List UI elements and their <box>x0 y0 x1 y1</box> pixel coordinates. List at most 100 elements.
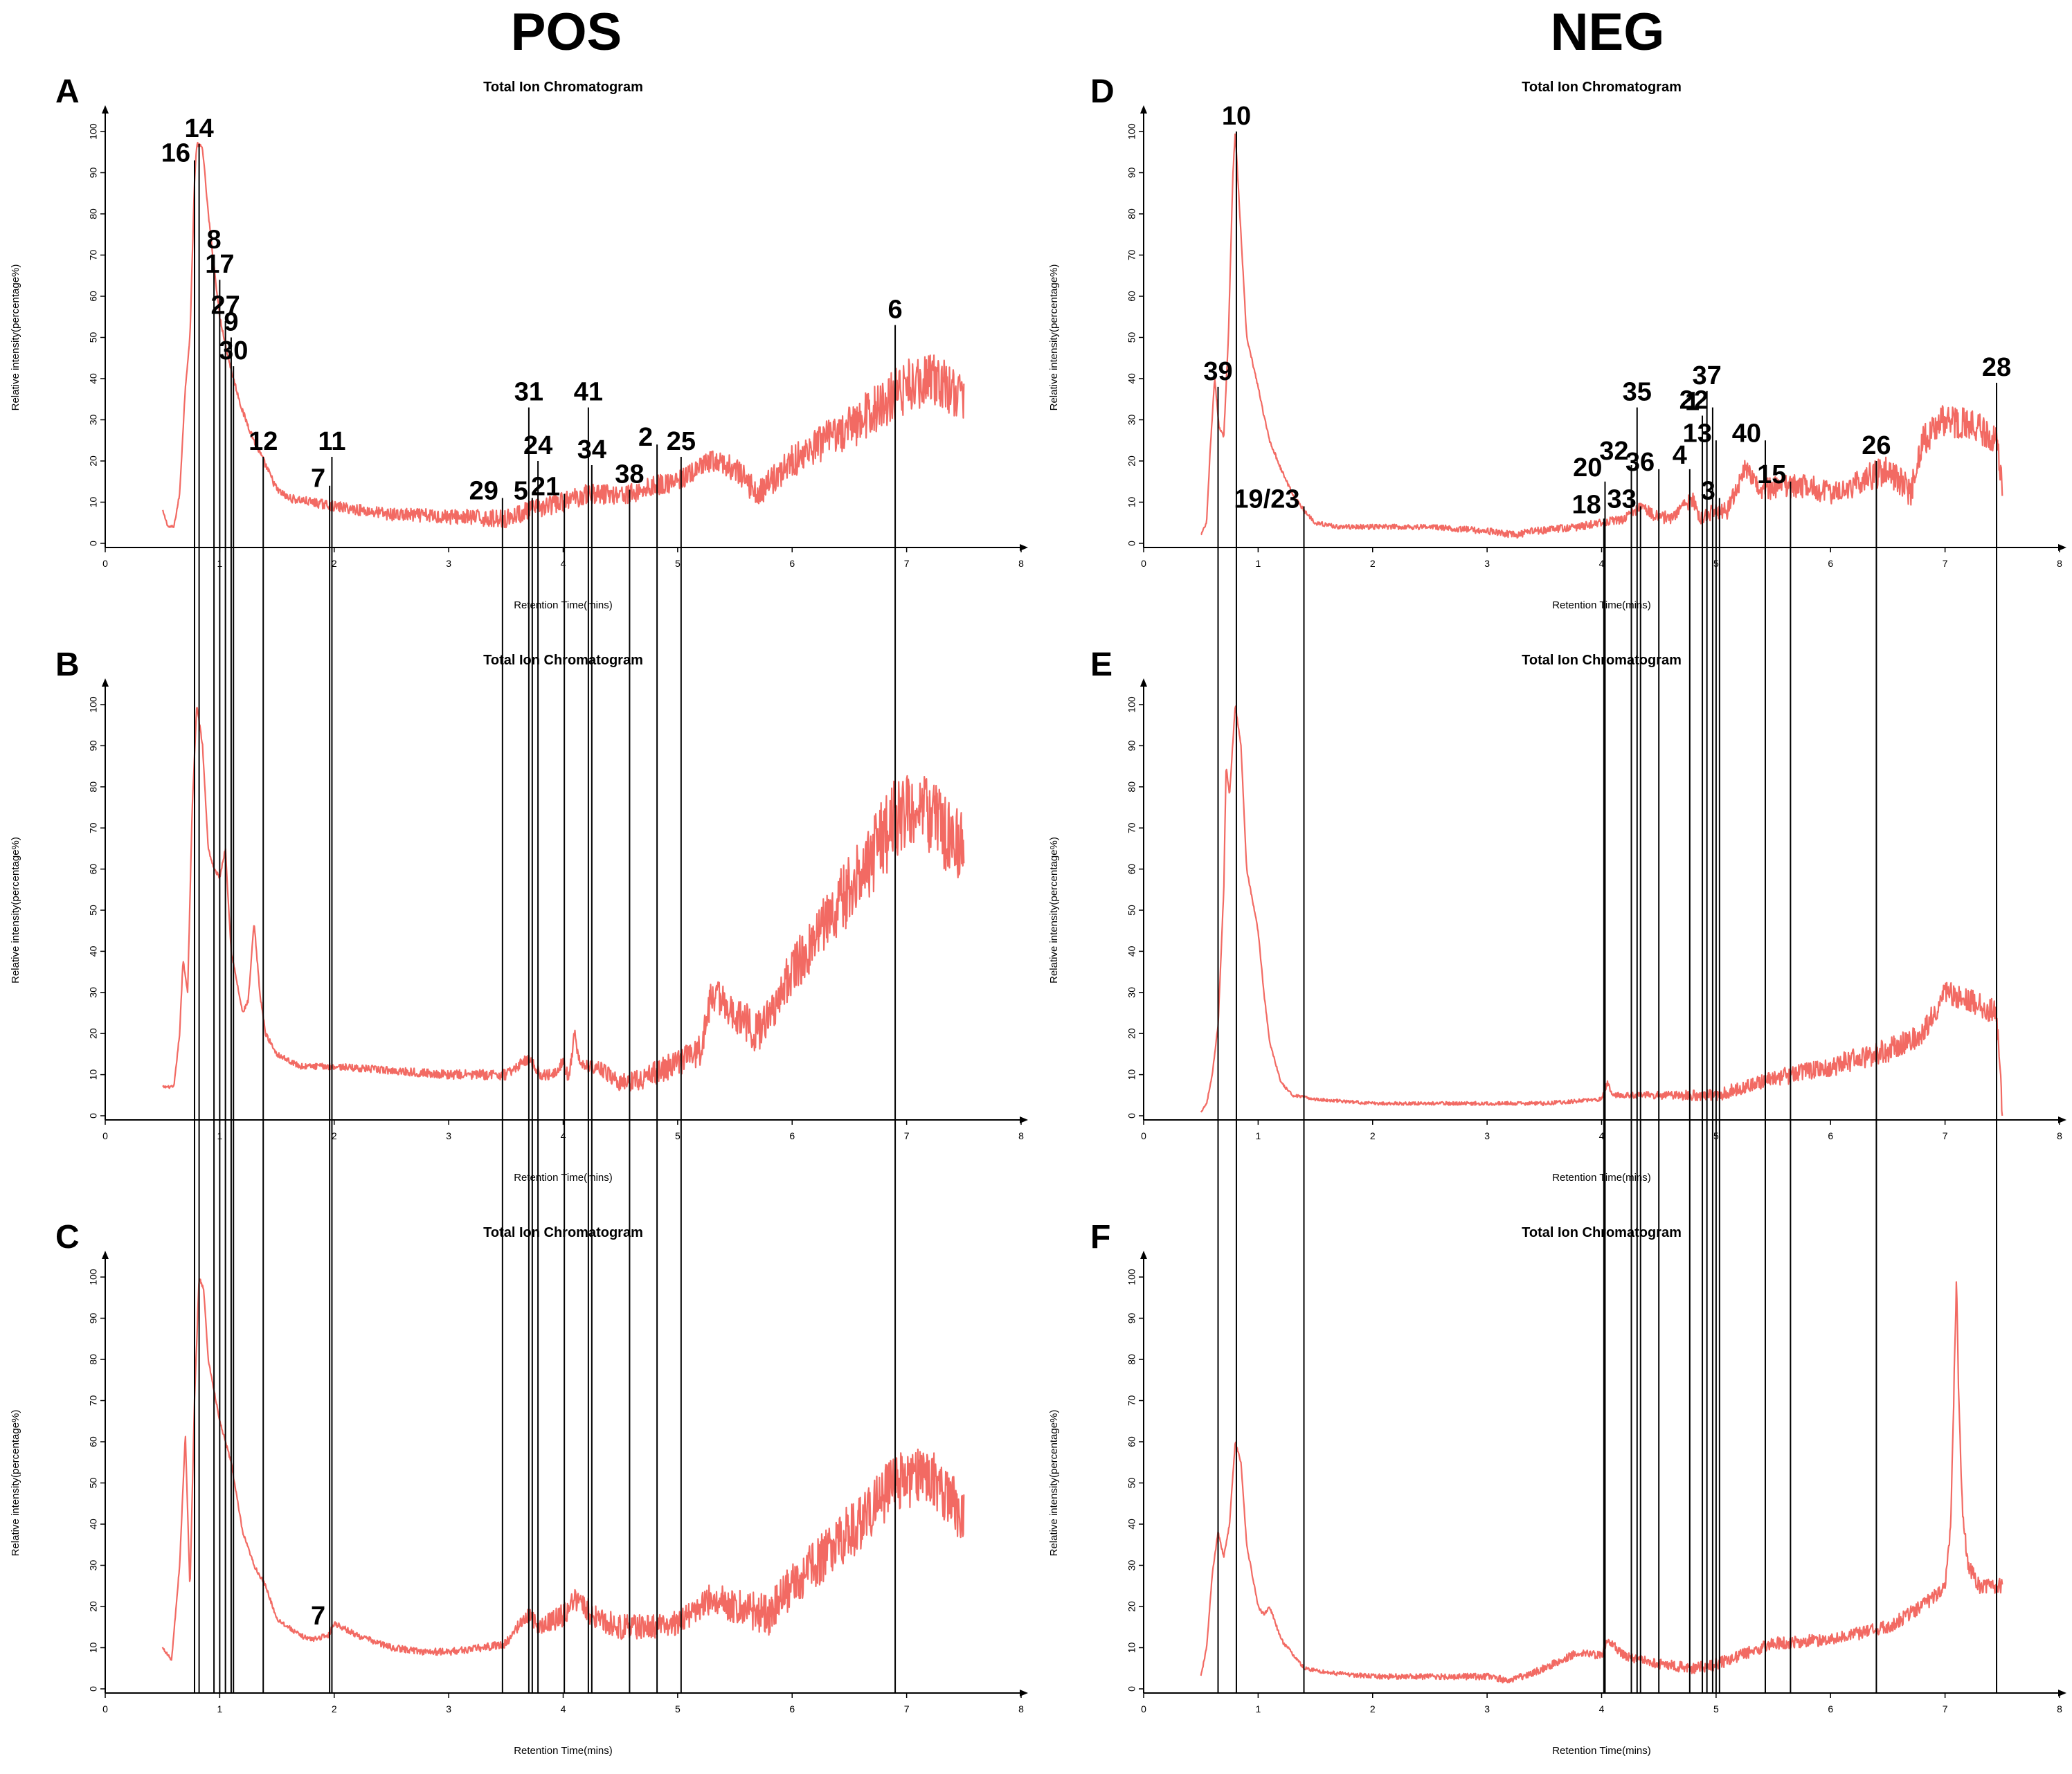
x-tick-label: 3 <box>1484 1130 1490 1141</box>
y-tick-label: 0 <box>88 1113 99 1119</box>
x-tick-label: 0 <box>102 1130 108 1141</box>
x-tick-label: 8 <box>1018 1703 1024 1714</box>
y-tick-label: 40 <box>88 1519 99 1530</box>
peak-label: 12 <box>249 427 278 456</box>
x-tick-label: 0 <box>1141 1130 1146 1141</box>
y-tick-label: 20 <box>1126 455 1137 467</box>
y-tick-label: 0 <box>88 541 99 546</box>
y-tick-label: 60 <box>1126 1436 1137 1447</box>
x-tick-label: 2 <box>1370 1703 1376 1714</box>
y-tick-label: 10 <box>88 1069 99 1080</box>
y-axis-arrow <box>1140 105 1147 114</box>
panel-letter-D: D <box>1090 73 1115 110</box>
peak-label: 11 <box>318 427 345 456</box>
tic-series-line <box>162 707 965 1092</box>
x-tick-label: 4 <box>561 1130 566 1141</box>
peak-label: 7 <box>311 1602 325 1631</box>
y-tick-label: 50 <box>88 1478 99 1489</box>
y-tick-label: 90 <box>1126 1313 1137 1324</box>
chart-title: Total Ion Chromatogram <box>1522 80 1682 95</box>
x-tick-label: 8 <box>2057 1703 2062 1714</box>
y-tick-label: 30 <box>88 1560 99 1571</box>
y-tick-label: 0 <box>1126 541 1137 546</box>
y-axis-label: Relative intensity(percentage%) <box>10 264 21 411</box>
y-axis-arrow <box>102 105 109 114</box>
x-tick-label: 7 <box>904 1130 910 1141</box>
y-tick-label: 60 <box>88 1436 99 1447</box>
chart-title: Total Ion Chromatogram <box>483 1225 643 1240</box>
peak-label: 20 <box>1573 453 1602 482</box>
peak-label: 41 <box>574 378 603 407</box>
y-tick-label: 90 <box>88 168 99 179</box>
x-tick-label: 0 <box>1141 1703 1146 1714</box>
x-axis-label: Retention Time(mins) <box>1552 1172 1651 1184</box>
y-tick-label: 10 <box>1126 1069 1137 1080</box>
x-tick-label: 3 <box>446 558 451 569</box>
x-axis-label: Retention Time(mins) <box>1552 1745 1651 1757</box>
x-tick-label: 3 <box>446 1130 451 1141</box>
y-tick-label: 100 <box>1126 696 1137 713</box>
peak-label: 31 <box>514 378 543 407</box>
y-tick-label: 80 <box>88 1354 99 1365</box>
peak-label: 32 <box>1599 437 1628 466</box>
y-tick-label: 40 <box>1126 1519 1137 1530</box>
x-tick-label: 2 <box>1370 558 1376 569</box>
x-tick-label: 1 <box>217 1703 222 1714</box>
y-tick-label: 60 <box>88 291 99 302</box>
y-tick-label: 100 <box>88 1269 99 1285</box>
peak-label: 6 <box>888 296 903 325</box>
peak-label: 3 <box>1701 477 1715 506</box>
y-tick-label: 10 <box>1126 1642 1137 1654</box>
peak-label: 38 <box>615 460 644 489</box>
peak-label: 29 <box>469 477 498 506</box>
peak-label: 28 <box>1982 353 2011 382</box>
tic-series-line <box>1200 133 2003 539</box>
y-axis-label: Relative intensity(percentage%) <box>1048 1410 1060 1557</box>
x-tick-label: 5 <box>675 1703 681 1714</box>
y-tick-label: 100 <box>1126 123 1137 140</box>
peak-label: 33 <box>1607 485 1636 514</box>
peak-label: 10 <box>1222 102 1251 131</box>
peak-label: 14 <box>184 114 213 143</box>
x-tick-label: 2 <box>332 558 337 569</box>
y-tick-label: 20 <box>88 455 99 467</box>
peak-label: 19/23 <box>1234 485 1299 514</box>
x-tick-label: 7 <box>904 1703 910 1714</box>
x-tick-label: 0 <box>102 558 108 569</box>
x-axis-arrow <box>1020 1690 1028 1696</box>
y-tick-label: 70 <box>1126 1395 1137 1406</box>
peak-label: 24 <box>523 431 552 460</box>
peak-label: 4 <box>1673 441 1687 470</box>
y-tick-label: 40 <box>88 945 99 957</box>
panel-letter-C: C <box>55 1219 80 1256</box>
x-tick-label: 2 <box>1370 1130 1376 1141</box>
panel-letter-B: B <box>55 646 80 683</box>
y-tick-label: 20 <box>88 1601 99 1612</box>
x-tick-label: 7 <box>1943 1130 1948 1141</box>
peak-label: 9 <box>224 308 238 337</box>
x-tick-label: 2 <box>332 1130 337 1141</box>
x-tick-label: 4 <box>561 558 566 569</box>
x-tick-label: 4 <box>1599 1703 1605 1714</box>
y-tick-label: 20 <box>1126 1028 1137 1039</box>
x-axis-arrow <box>2058 1116 2066 1123</box>
y-tick-label: 80 <box>88 781 99 793</box>
y-tick-label: 10 <box>88 497 99 508</box>
chart-title: Total Ion Chromatogram <box>1522 1225 1682 1240</box>
x-tick-label: 6 <box>1828 1703 1833 1714</box>
y-axis-label: Relative intensity(percentage%) <box>1048 264 1060 411</box>
y-tick-label: 80 <box>1126 208 1137 219</box>
y-tick-label: 60 <box>1126 864 1137 875</box>
y-tick-label: 100 <box>1126 1269 1137 1285</box>
peak-label: 36 <box>1625 448 1655 477</box>
chart-title: Total Ion Chromatogram <box>483 80 643 95</box>
y-axis-arrow <box>102 1251 109 1259</box>
x-tick-label: 6 <box>789 1703 795 1714</box>
panel-letter-F: F <box>1090 1219 1110 1256</box>
tic-series-line <box>161 1278 965 1661</box>
x-tick-label: 6 <box>1828 1130 1833 1141</box>
y-tick-label: 70 <box>1126 822 1137 833</box>
